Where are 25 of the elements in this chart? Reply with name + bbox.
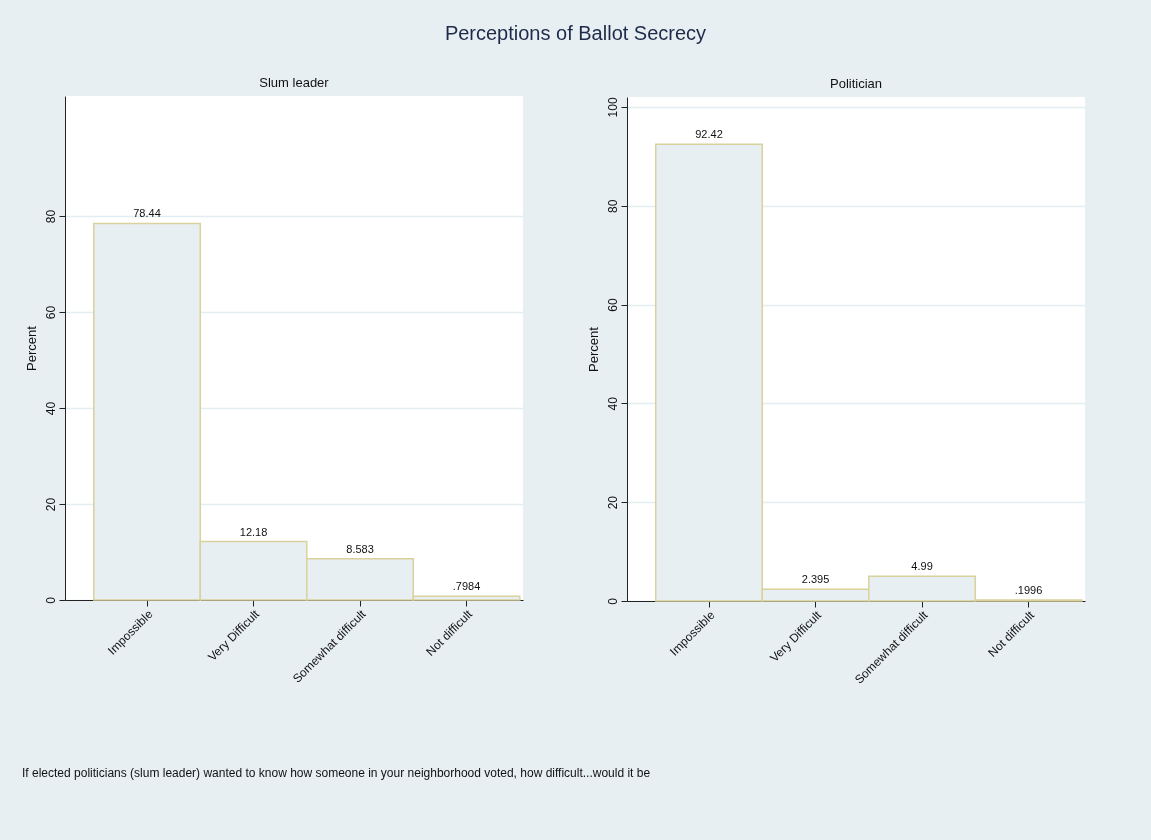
data-label: 2.395 <box>801 573 830 586</box>
y-tick-label: 40 <box>605 396 620 411</box>
data-label: 78.44 <box>133 207 161 220</box>
y-tick-label: 80 <box>43 209 58 224</box>
chart-subtitle: Slum leader <box>259 75 330 90</box>
y-tick-label: 0 <box>43 596 58 604</box>
y-axis-title: Percent <box>23 325 39 371</box>
data-label: .1996 <box>1014 584 1043 597</box>
y-tick-label: 60 <box>43 305 58 320</box>
text: If elected politicians (slum leader) wanted to know how someone in your neighborhood voted, how difficult...would it be <box>22 766 652 780</box>
y-tick-label: 20 <box>605 495 620 510</box>
y-tick-label: 80 <box>605 199 620 213</box>
y-tick-label: 0 <box>605 597 620 605</box>
y-tick-label: 20 <box>43 497 58 512</box>
y-tick-label: 100 <box>605 97 620 118</box>
text: Perceptions of Ballot Secrecy <box>443 22 708 45</box>
data-label: .7984 <box>452 580 481 593</box>
y-tick-label: 60 <box>605 298 620 312</box>
y-axis-title: Percent <box>585 326 601 372</box>
data-label: 4.99 <box>911 560 933 573</box>
data-label: 8.583 <box>346 542 374 555</box>
data-label: 12.18 <box>239 525 268 538</box>
data-label: 92.42 <box>695 128 723 141</box>
chart-subtitle: Politician <box>829 75 883 91</box>
y-tick-label: 40 <box>43 401 58 416</box>
